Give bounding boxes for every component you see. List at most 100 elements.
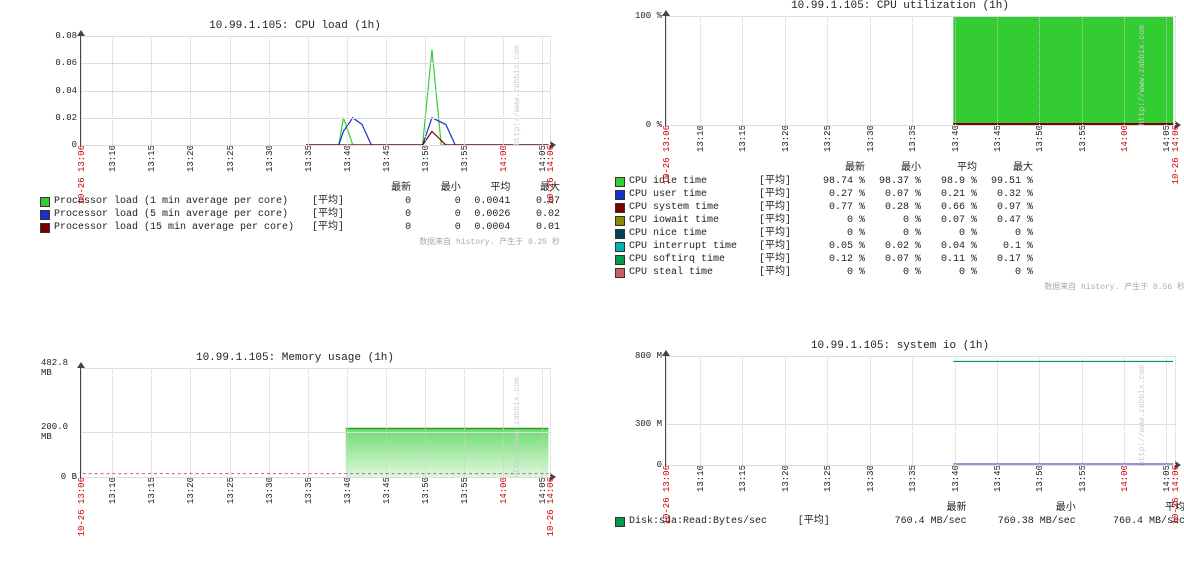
legend: 最新 最小 平均 最大 Processor load (1 min averag…: [40, 182, 560, 234]
legend-swatch: [615, 216, 625, 226]
system-io-panel: 10.99.1.105: system io (1h) 0300 M800 M …: [615, 340, 1184, 528]
x-tick: 13:10: [696, 125, 706, 152]
x-tick: 13:45: [993, 465, 1003, 492]
legend-agg: [平均]: [759, 227, 809, 240]
legend-min: 0: [411, 221, 461, 234]
legend-swatch: [40, 210, 50, 220]
legend-min: 98.37 %: [865, 175, 921, 188]
x-tick: 14:00: [1120, 125, 1130, 152]
legend-agg: [平均]: [759, 214, 809, 227]
legend-label: CPU system time: [629, 201, 759, 214]
chart-title: 10.99.1.105: Memory usage (1h): [30, 352, 560, 364]
legend-row: CPU steal time [平均] 0 % 0 % 0 % 0 %: [615, 266, 1184, 279]
x-tick: 10-26 14:06: [1171, 465, 1181, 524]
legend-avg: 0.0026: [461, 208, 511, 221]
x-tick: 10-26 13:06: [662, 465, 672, 524]
x-tick: 10-26 14:06: [1171, 125, 1181, 184]
x-tick: 13:20: [186, 477, 196, 504]
x-tick: 10-26 13:06: [662, 125, 672, 184]
x-tick: 13:45: [382, 145, 392, 172]
legend-label: CPU nice time: [629, 227, 759, 240]
x-tick: 13:15: [147, 145, 157, 172]
legend-label: Disk:sda:Read:Bytes/sec: [629, 515, 798, 528]
legend-agg: [平均]: [759, 266, 809, 279]
legend-label: CPU user time: [629, 188, 759, 201]
legend-swatch: [615, 203, 625, 213]
x-tick: 13:50: [421, 477, 431, 504]
x-tick: 13:55: [1078, 465, 1088, 492]
x-tick: 13:35: [908, 125, 918, 152]
x-tick: 13:25: [226, 477, 236, 504]
legend-min: 0.28 %: [865, 201, 921, 214]
x-axis-labels: 10-26 13:0613:1013:1513:2013:2513:3013:3…: [666, 465, 1175, 505]
legend-min: 760.38 MB/sec: [967, 515, 1076, 528]
x-tick: 13:20: [186, 145, 196, 172]
x-tick: 10-26 13:06: [77, 477, 87, 536]
legend-min: 0: [411, 195, 461, 208]
legend-avg: 0.0041: [461, 195, 511, 208]
x-tick: 13:10: [108, 145, 118, 172]
chart-title: 10.99.1.105: CPU utilization (1h): [615, 0, 1184, 12]
x-tick: 13:20: [781, 125, 791, 152]
legend: 最新 最小 平均 最大 CPU idle time [平均] 98.74 % 9…: [615, 162, 1184, 279]
legend-swatch: [615, 242, 625, 252]
y-axis-labels: 0 B200.0 MB482.8 MB: [41, 368, 79, 477]
legend-max: 0.17 %: [977, 253, 1033, 266]
x-tick: 13:30: [265, 477, 275, 504]
legend-avg: 0.21 %: [921, 188, 977, 201]
chart-area: 0300 M800 M 10-26 13:0613:1013:1513:2013…: [665, 356, 1175, 466]
legend-avg: 0 %: [921, 266, 977, 279]
legend-row: CPU interrupt time [平均] 0.05 % 0.02 % 0.…: [615, 240, 1184, 253]
legend-max: 0.97 %: [977, 201, 1033, 214]
chart-area: 0 B200.0 MB482.8 MB 10-26 13:0613:1013:1…: [80, 368, 550, 478]
x-tick: 13:15: [738, 125, 748, 152]
y-tick: 0.02: [55, 113, 77, 123]
legend-latest: 0.77 %: [809, 201, 865, 214]
x-axis-labels: 10-26 13:0613:1013:1513:2013:2513:3013:3…: [81, 145, 550, 185]
legend-agg: [平均]: [312, 221, 362, 234]
y-tick: 0 %: [646, 120, 662, 130]
y-axis-labels: 00.020.040.060.08: [41, 36, 79, 145]
legend-latest: 0: [362, 208, 412, 221]
chart-title: 10.99.1.105: CPU load (1h): [30, 20, 560, 32]
legend-row: CPU iowait time [平均] 0 % 0 % 0.07 % 0.47…: [615, 214, 1184, 227]
legend-agg: [平均]: [798, 515, 858, 528]
legend-label: Processor load (1 min average per core): [54, 195, 312, 208]
legend-avg: 760.4 MB/sec: [1076, 515, 1184, 528]
legend-latest: 760.4 MB/sec: [857, 515, 966, 528]
legend-avg: 0 %: [921, 227, 977, 240]
legend-agg: [平均]: [759, 253, 809, 266]
x-tick: 13:50: [421, 145, 431, 172]
y-tick: 0.06: [55, 58, 77, 68]
legend-max: 99.51 %: [977, 175, 1033, 188]
legend-swatch: [615, 190, 625, 200]
legend-max: 0.01: [510, 221, 560, 234]
legend-agg: [平均]: [759, 188, 809, 201]
x-tick: 10-26 14:06: [546, 145, 556, 204]
x-tick: 13:45: [993, 125, 1003, 152]
legend-min: 0: [411, 208, 461, 221]
y-tick: 100 %: [635, 11, 662, 21]
legend-row: CPU softirq time [平均] 0.12 % 0.07 % 0.11…: [615, 253, 1184, 266]
legend-latest: 0.05 %: [809, 240, 865, 253]
legend-swatch: [615, 177, 625, 187]
legend-avg: 98.9 %: [921, 175, 977, 188]
x-axis-labels: 10-26 13:0613:1013:1513:2013:2513:3013:3…: [81, 477, 550, 517]
legend-label: CPU steal time: [629, 266, 759, 279]
footer-note: 数据来自 history. 产生于 0.56 秒: [615, 281, 1184, 292]
x-tick: 13:35: [908, 465, 918, 492]
legend-avg: 0.07 %: [921, 214, 977, 227]
legend-latest: 98.74 %: [809, 175, 865, 188]
x-tick: 10-26 14:06: [546, 477, 556, 536]
legend-min: 0 %: [865, 214, 921, 227]
x-tick: 10-26 13:06: [77, 145, 87, 204]
legend-max: 0 %: [977, 266, 1033, 279]
x-tick: 13:50: [1035, 125, 1045, 152]
x-tick: 13:10: [696, 465, 706, 492]
x-tick: 13:45: [382, 477, 392, 504]
chart-area: 00.020.040.060.08 10-26 13:0613:1013:151…: [80, 36, 550, 146]
x-tick: 13:15: [147, 477, 157, 504]
x-tick: 13:30: [866, 465, 876, 492]
legend-swatch: [615, 229, 625, 239]
legend-agg: [平均]: [759, 175, 809, 188]
